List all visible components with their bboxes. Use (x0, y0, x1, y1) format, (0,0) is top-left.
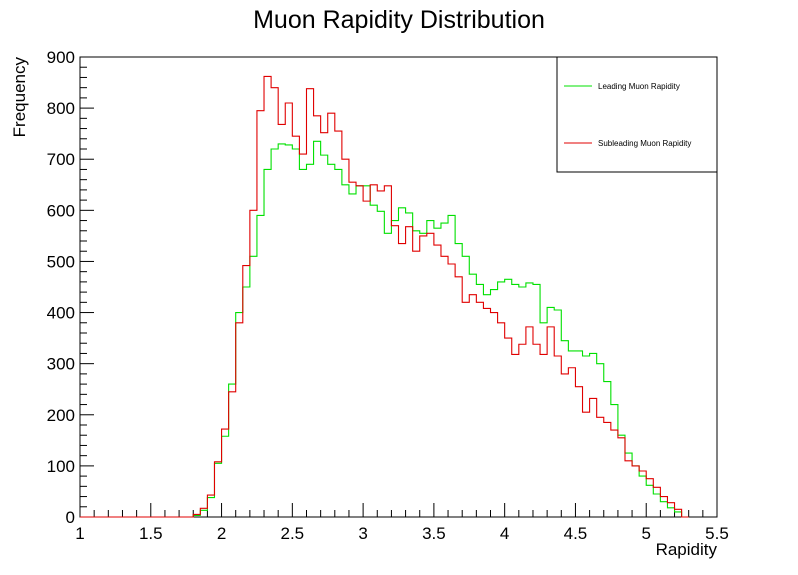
x-tick-label: 4.5 (564, 524, 588, 543)
y-tick-label: 400 (47, 304, 75, 323)
chart-title: Muon Rapidity Distribution (253, 6, 545, 34)
y-tick-label: 900 (47, 48, 75, 67)
x-tick-label: 4 (500, 524, 509, 543)
legend-box (556, 56, 718, 173)
x-axis-tick-labels: 1 1.5 2 2.5 3 3.5 4 4.5 5 5.5 (75, 524, 729, 543)
x-tick-label: 2.5 (281, 524, 305, 543)
legend-label-leading: Leading Muon Rapidity (598, 82, 680, 91)
y-tick-label: 800 (47, 99, 75, 118)
series-line-subleading (80, 75, 689, 518)
y-tick-label: 200 (47, 406, 75, 425)
legend: Leading Muon Rapidity Subleading Muon Ra… (556, 56, 718, 173)
y-tick-label: 700 (47, 150, 75, 169)
x-tick-label: 5 (641, 524, 650, 543)
y-tick-label: 500 (47, 252, 75, 271)
x-tick-label: 2 (217, 524, 226, 543)
x-tick-label: 5.5 (705, 524, 729, 543)
x-tick-label: 1 (75, 524, 84, 543)
legend-label-subleading: Subleading Muon Rapidity (598, 139, 691, 148)
y-axis-tick-labels: 0 100 200 300 400 500 600 700 800 900 (47, 48, 75, 527)
y-tick-label: 0 (66, 508, 75, 527)
y-axis-title: Frequency (10, 57, 29, 138)
x-tick-label: 3 (358, 524, 367, 543)
x-tick-label: 1.5 (139, 524, 163, 543)
y-tick-label: 600 (47, 201, 75, 220)
plot-frame (79, 56, 718, 518)
histogram-series (80, 75, 689, 518)
series-line-leading (80, 140, 689, 518)
x-axis-title: Rapidity (656, 540, 718, 559)
x-tick-label: 3.5 (422, 524, 446, 543)
y-tick-label: 100 (47, 457, 75, 476)
y-tick-label: 300 (47, 355, 75, 374)
